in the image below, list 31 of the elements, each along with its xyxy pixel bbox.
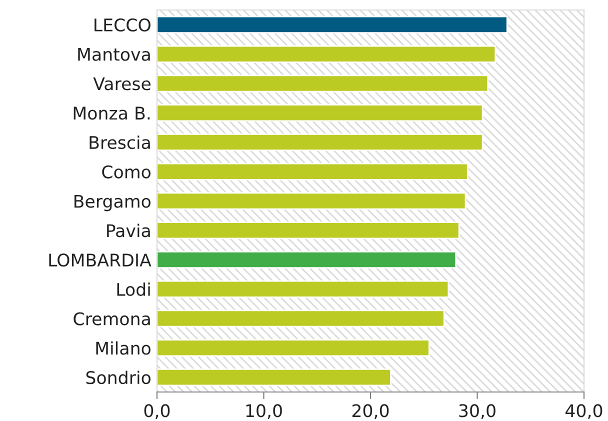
y-tick-label: Brescia [90, 136, 150, 150]
y-tick-label: Milano [96, 341, 150, 355]
bar [157, 133, 484, 152]
bar [157, 104, 484, 122]
y-tick-label: Sondrio [86, 370, 150, 384]
bar [157, 250, 457, 269]
bar [157, 280, 450, 298]
y-tick-label: Como [102, 165, 150, 178]
y-tick-label: Mantova [78, 48, 150, 61]
bar [157, 192, 466, 210]
bar [157, 310, 445, 328]
y-tick-label: LOMBARDIA [49, 253, 152, 267]
y-tick-label: Cremona [74, 312, 150, 326]
bar [157, 74, 489, 92]
x-tick-label: 30,0 [459, 404, 496, 420]
y-tick-label: Bergamo [74, 194, 150, 212]
x-tick-label: 40,0 [566, 404, 602, 420]
y-tick-label: Monza B. [74, 106, 150, 120]
y-tick-label: Pavia [107, 224, 150, 238]
x-tick-label: 20,0 [352, 404, 389, 420]
bar [157, 162, 468, 180]
y-tick-label: LECCO [94, 18, 150, 32]
y-tick-label: Lodi [117, 282, 150, 296]
bar [157, 222, 460, 240]
bar [157, 339, 430, 357]
bar [157, 45, 496, 63]
bar [157, 368, 392, 386]
y-tick-label: Varese [93, 77, 151, 90]
x-tick-label: 10,0 [246, 404, 282, 420]
bar [157, 16, 508, 34]
x-tick-label: 0,0 [144, 404, 170, 420]
